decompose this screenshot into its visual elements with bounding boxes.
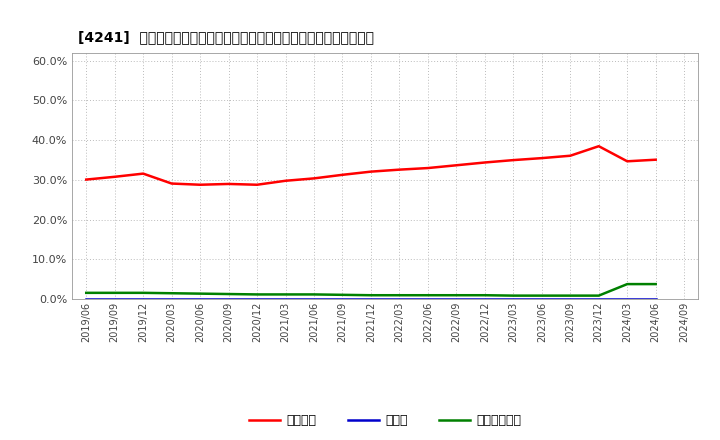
のれん xyxy=(310,297,318,302)
自己資本 xyxy=(595,143,603,149)
のれん xyxy=(595,297,603,302)
繰延税金資産 xyxy=(225,291,233,297)
繰延税金資産 xyxy=(423,293,432,298)
繰延税金資産 xyxy=(566,293,575,298)
自己資本 xyxy=(395,167,404,172)
Line: 繰延税金資産: 繰延税金資産 xyxy=(86,284,656,296)
のれん xyxy=(623,297,631,302)
のれん xyxy=(196,297,204,302)
自己資本 xyxy=(282,178,290,183)
自己資本 xyxy=(480,160,489,165)
自己資本 xyxy=(225,181,233,187)
Line: 自己資本: 自己資本 xyxy=(86,146,656,185)
のれん xyxy=(225,297,233,302)
自己資本 xyxy=(253,182,261,187)
繰延税金資産 xyxy=(110,290,119,296)
のれん xyxy=(282,297,290,302)
のれん xyxy=(110,297,119,302)
自己資本 xyxy=(652,157,660,162)
のれん xyxy=(423,297,432,302)
繰延税金資産 xyxy=(395,293,404,298)
のれん xyxy=(139,297,148,302)
繰延税金資産 xyxy=(167,290,176,296)
のれん xyxy=(652,297,660,302)
Text: [4241]  自己資本、のれん、繰延税金資産の総資産に対する比率の推移: [4241] 自己資本、のれん、繰延税金資産の総資産に対する比率の推移 xyxy=(78,31,374,45)
Legend: 自己資本, のれん, 繰延税金資産: 自己資本, のれん, 繰延税金資産 xyxy=(244,409,526,432)
繰延税金資産 xyxy=(196,291,204,296)
自己資本 xyxy=(310,176,318,181)
自己資本 xyxy=(139,171,148,176)
自己資本 xyxy=(423,165,432,171)
のれん xyxy=(509,297,518,302)
繰延税金資産 xyxy=(652,282,660,287)
のれん xyxy=(480,297,489,302)
自己資本 xyxy=(196,182,204,187)
自己資本 xyxy=(366,169,375,174)
自己資本 xyxy=(509,158,518,163)
繰延税金資産 xyxy=(139,290,148,296)
のれん xyxy=(452,297,461,302)
自己資本 xyxy=(167,181,176,186)
のれん xyxy=(82,297,91,302)
繰延税金資産 xyxy=(310,292,318,297)
のれん xyxy=(366,297,375,302)
繰延税金資産 xyxy=(537,293,546,298)
のれん xyxy=(395,297,404,302)
のれん xyxy=(253,297,261,302)
自己資本 xyxy=(110,174,119,180)
繰延税金資産 xyxy=(452,293,461,298)
繰延税金資産 xyxy=(282,292,290,297)
自己資本 xyxy=(82,177,91,182)
のれん xyxy=(338,297,347,302)
のれん xyxy=(566,297,575,302)
自己資本 xyxy=(452,163,461,168)
繰延税金資産 xyxy=(595,293,603,298)
のれん xyxy=(537,297,546,302)
繰延税金資産 xyxy=(253,292,261,297)
繰延税金資産 xyxy=(623,282,631,287)
繰延税金資産 xyxy=(480,293,489,298)
自己資本 xyxy=(623,159,631,164)
のれん xyxy=(167,297,176,302)
繰延税金資産 xyxy=(366,293,375,298)
自己資本 xyxy=(338,172,347,177)
繰延税金資産 xyxy=(82,290,91,296)
繰延税金資産 xyxy=(509,293,518,298)
自己資本 xyxy=(566,153,575,158)
自己資本 xyxy=(537,155,546,161)
繰延税金資産 xyxy=(338,292,347,297)
